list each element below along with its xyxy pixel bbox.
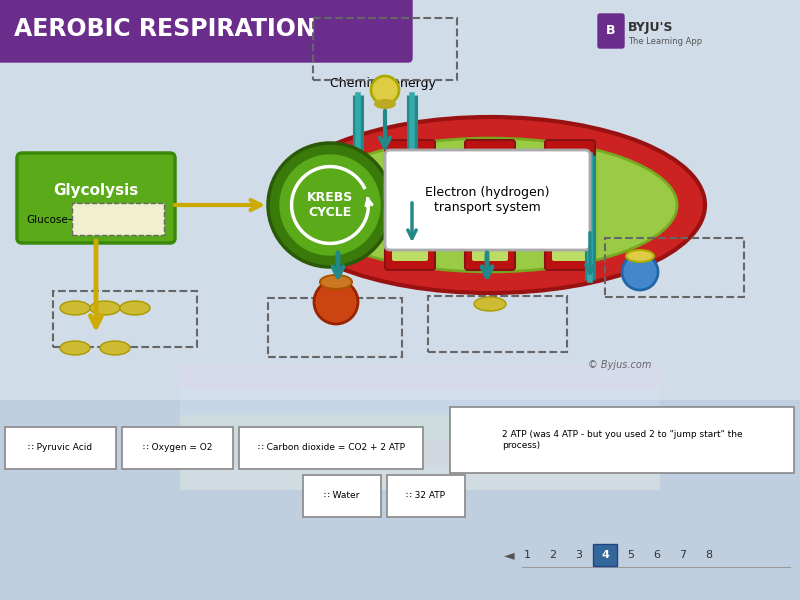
Text: ∷ Carbon dioxide = CO2 + 2 ATP: ∷ Carbon dioxide = CO2 + 2 ATP: [258, 443, 405, 452]
Text: Chemical energy: Chemical energy: [330, 77, 436, 91]
Text: 4: 4: [601, 550, 609, 560]
FancyBboxPatch shape: [180, 465, 660, 490]
Ellipse shape: [120, 301, 150, 315]
FancyBboxPatch shape: [392, 149, 428, 261]
Text: 3: 3: [575, 550, 582, 560]
Text: BYJU'S: BYJU'S: [628, 22, 674, 34]
Text: 6: 6: [654, 550, 661, 560]
FancyBboxPatch shape: [385, 140, 435, 270]
Ellipse shape: [100, 341, 130, 355]
Ellipse shape: [60, 341, 90, 355]
FancyBboxPatch shape: [72, 203, 164, 235]
FancyBboxPatch shape: [552, 149, 588, 261]
Text: ∷ 32 ATP: ∷ 32 ATP: [406, 491, 446, 500]
FancyBboxPatch shape: [598, 14, 624, 48]
Circle shape: [268, 143, 392, 267]
Ellipse shape: [90, 301, 120, 315]
FancyBboxPatch shape: [450, 407, 794, 473]
Text: 2 ATP (was 4 ATP - but you used 2 to "jump start" the
process): 2 ATP (was 4 ATP - but you used 2 to "ju…: [502, 430, 742, 450]
FancyBboxPatch shape: [5, 427, 116, 469]
Text: AEROBIC RESPIRATION: AEROBIC RESPIRATION: [14, 17, 316, 41]
Text: 8: 8: [706, 550, 713, 560]
Text: Glycolysis: Glycolysis: [54, 182, 138, 197]
FancyBboxPatch shape: [180, 440, 660, 465]
FancyBboxPatch shape: [545, 140, 595, 270]
Text: ◄: ◄: [504, 548, 514, 562]
Text: ∷ Pyruvic Acid: ∷ Pyruvic Acid: [29, 443, 93, 452]
Text: ∷ Water: ∷ Water: [324, 491, 360, 500]
Ellipse shape: [275, 117, 705, 293]
FancyBboxPatch shape: [303, 475, 381, 517]
FancyBboxPatch shape: [0, 0, 800, 400]
Text: The Learning App: The Learning App: [628, 37, 702, 46]
FancyBboxPatch shape: [180, 415, 660, 440]
Text: KREBS
CYCLE: KREBS CYCLE: [307, 191, 353, 219]
Ellipse shape: [60, 301, 90, 315]
Text: 1: 1: [523, 550, 530, 560]
Text: © Byjus.com: © Byjus.com: [588, 360, 652, 370]
Text: 7: 7: [679, 550, 686, 560]
FancyBboxPatch shape: [17, 153, 175, 243]
Circle shape: [371, 76, 399, 104]
Circle shape: [278, 153, 382, 257]
Text: Electron (hydrogen)
transport system: Electron (hydrogen) transport system: [426, 186, 550, 214]
Ellipse shape: [320, 275, 352, 289]
FancyBboxPatch shape: [465, 140, 515, 270]
FancyBboxPatch shape: [472, 149, 508, 261]
Ellipse shape: [626, 250, 654, 262]
FancyBboxPatch shape: [180, 365, 660, 390]
Ellipse shape: [374, 99, 396, 109]
FancyBboxPatch shape: [180, 390, 660, 415]
FancyBboxPatch shape: [593, 544, 617, 566]
FancyBboxPatch shape: [122, 427, 233, 469]
Ellipse shape: [474, 297, 506, 311]
FancyBboxPatch shape: [0, 0, 412, 62]
Text: B: B: [606, 25, 616, 37]
Circle shape: [314, 280, 358, 324]
Text: Glucose→: Glucose→: [26, 215, 77, 225]
Text: 2: 2: [550, 550, 557, 560]
Ellipse shape: [303, 138, 677, 272]
Circle shape: [622, 254, 658, 290]
FancyBboxPatch shape: [387, 475, 465, 517]
Text: ∷ Oxygen = O2: ∷ Oxygen = O2: [143, 443, 212, 452]
FancyBboxPatch shape: [385, 150, 590, 250]
Text: 5: 5: [627, 550, 634, 560]
FancyBboxPatch shape: [239, 427, 423, 469]
